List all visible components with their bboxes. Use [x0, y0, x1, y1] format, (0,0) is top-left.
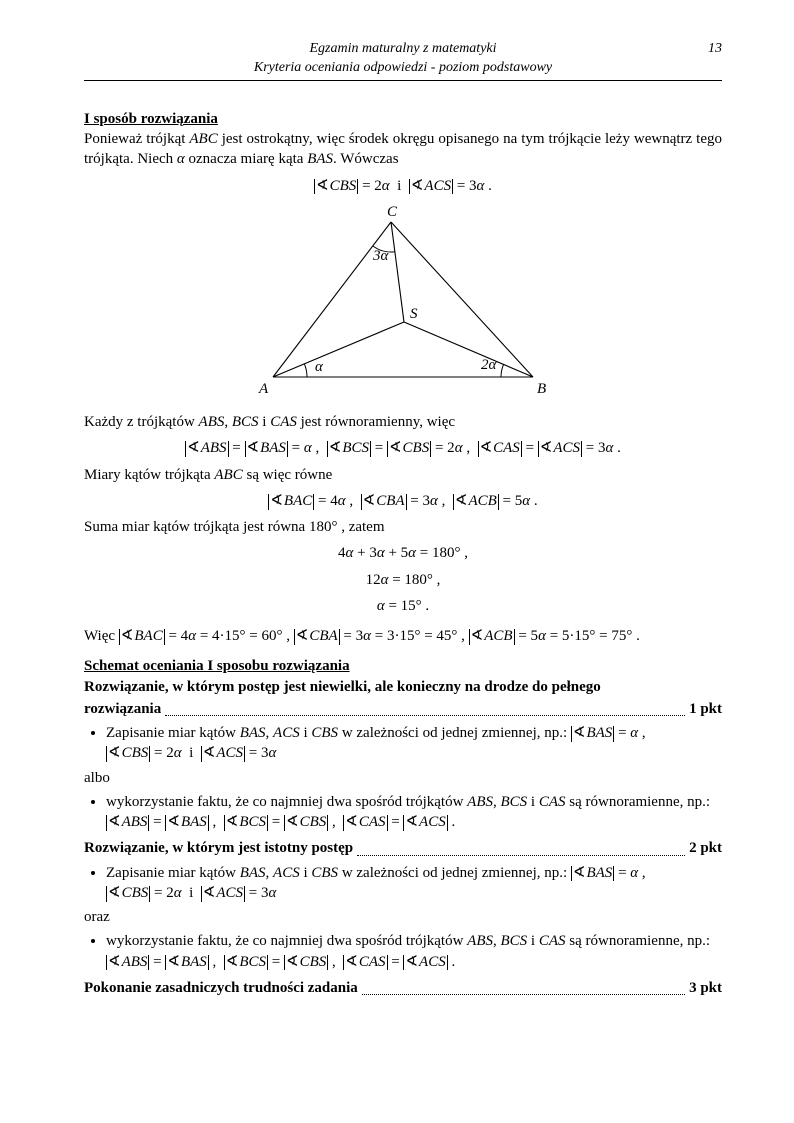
header-line-2: Kryteria oceniania odpowiedzi - poziom p… — [84, 59, 722, 78]
criterion-2-points: 2 pkt — [689, 838, 722, 858]
intro-paragraph: Ponieważ trójkąt ABC jest ostrokątny, wi… — [84, 129, 722, 170]
line-3: Miary kątów trójkąta ABC są więc równe — [84, 465, 722, 485]
header-line-1: Egzamin maturalny z matematyki — [84, 40, 722, 59]
criterion-1-points: 1 pkt — [689, 699, 722, 719]
dot-leader — [362, 994, 685, 995]
equation-1: CBS = 2α i ACS = 3α . — [84, 176, 722, 196]
dot-leader — [165, 715, 685, 716]
triangle-svg: α 2α 3α A B C S — [243, 202, 563, 402]
criterion-1-lead-line2: rozwiązania — [84, 699, 161, 719]
page-number: 13 — [708, 40, 722, 59]
section-2-title: Schemat oceniania I sposobu rozwiązania — [84, 656, 722, 676]
criterion-2: Rozwiązanie, w którym jest istotny postę… — [84, 838, 722, 858]
criterion-1-bullets: Zapisanie miar kątów BAS, ACS i CBS w za… — [84, 723, 722, 764]
page-header: Egzamin maturalny z matematyki Kryteria … — [84, 40, 722, 81]
section-1-title: I sposób rozwiązania — [84, 109, 722, 129]
criterion-2-bullets-b: wykorzystanie faktu, że co najmniej dwa … — [84, 931, 722, 972]
criterion-3-points: 3 pkt — [689, 978, 722, 998]
svg-text:S: S — [410, 306, 418, 322]
triangle-figure: α 2α 3α A B C S — [84, 202, 722, 408]
equation-4a: 4α + 3α + 5α = 180° , — [84, 543, 722, 563]
criterion-1-bullets-b: wykorzystanie faktu, że co najmniej dwa … — [84, 792, 722, 833]
equation-4b: 12α = 180° , — [84, 570, 722, 590]
criterion-1-lead-line1: Rozwiązanie, w którym postęp jest niewie… — [84, 679, 601, 695]
criterion-2-lead: Rozwiązanie, w którym jest istotny postę… — [84, 838, 353, 858]
criterion-2-bullet-1: Zapisanie miar kątów BAS, ACS i CBS w za… — [106, 863, 722, 904]
criterion-2-bullets: Zapisanie miar kątów BAS, ACS i CBS w za… — [84, 863, 722, 904]
svg-text:A: A — [258, 381, 269, 397]
svg-text:C: C — [387, 204, 398, 220]
criterion-3-lead: Pokonanie zasadniczych trudności zadania — [84, 978, 358, 998]
svg-text:B: B — [537, 381, 546, 397]
criterion-1-bullet-1: Zapisanie miar kątów BAS, ACS i CBS w za… — [106, 723, 722, 764]
equation-2: ABS = BAS = α , BCS = CBS = 2α , CAS = A… — [84, 438, 722, 458]
criterion-2-and: oraz — [84, 907, 722, 927]
equation-4c: α = 15° . — [84, 596, 722, 616]
criterion-2-bullet-2: wykorzystanie faktu, że co najmniej dwa … — [106, 931, 722, 972]
line-4: Suma miar kątów trójkąta jest równa 180°… — [84, 517, 722, 537]
svg-text:2α: 2α — [481, 357, 498, 373]
criterion-3: Pokonanie zasadniczych trudności zadania… — [84, 978, 722, 998]
after-triangle-text: Każdy z trójkątów ABS, BCS i CAS jest ró… — [84, 412, 722, 432]
line-5: Więc BAC = 4α = 4·15° = 60° , CBA = 3α =… — [84, 626, 722, 646]
criterion-1-or: albo — [84, 768, 722, 788]
svg-text:3α: 3α — [372, 248, 390, 264]
equation-3: BAC = 4α , CBA = 3α , ACB = 5α . — [84, 491, 722, 511]
svg-text:α: α — [315, 359, 324, 375]
criterion-1: Rozwiązanie, w którym postęp jest niewie… — [84, 677, 722, 720]
criterion-1-bullet-2: wykorzystanie faktu, że co najmniej dwa … — [106, 792, 722, 833]
dot-leader — [357, 855, 685, 856]
